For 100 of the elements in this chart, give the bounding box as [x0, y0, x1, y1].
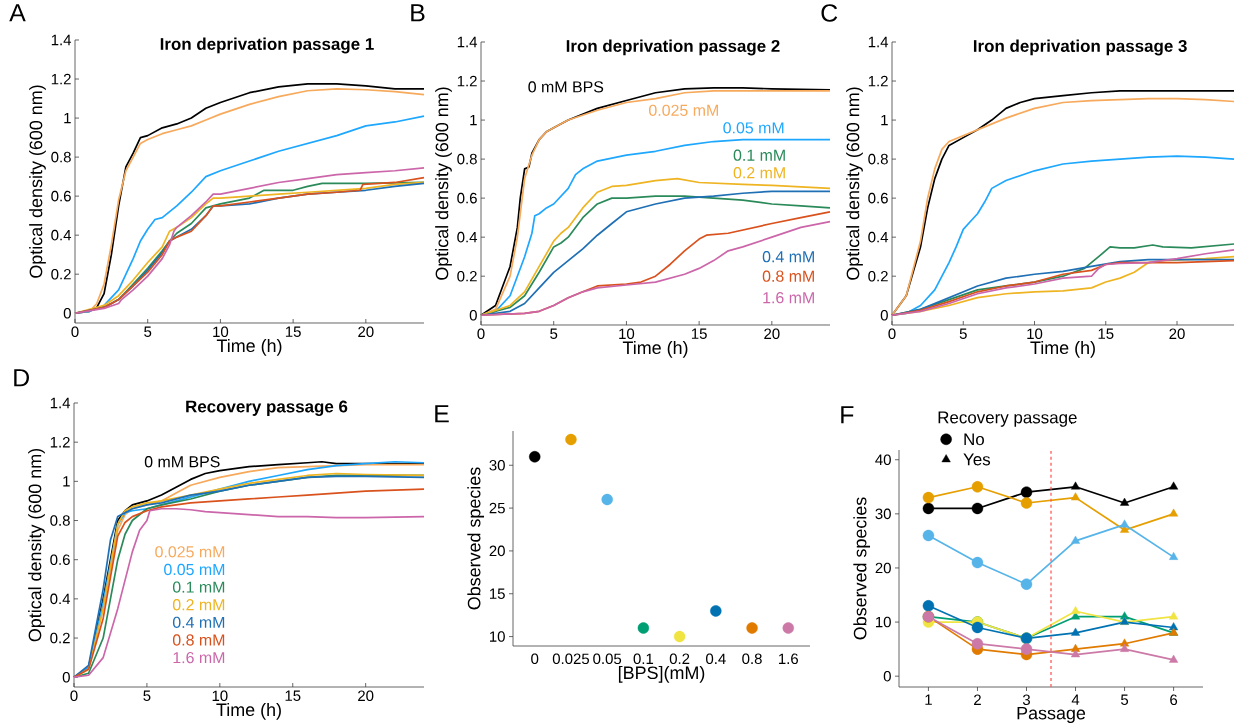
- x-tick-label: 10: [212, 690, 228, 702]
- y-tick-label: 1.4: [50, 397, 71, 409]
- y-tick-label: 0.2: [50, 632, 70, 644]
- y-tick-label: 0.8: [457, 153, 477, 165]
- y-tick-label: 20: [875, 562, 891, 574]
- y-tick-label: 10: [876, 616, 891, 628]
- legend-title: Recovery passage: [938, 411, 1077, 427]
- y-tick-label: 1: [64, 112, 71, 124]
- x-tick-label: 20: [358, 690, 374, 702]
- series-label: 0 mM BPS: [528, 81, 604, 93]
- y-tick-label: 0.8: [868, 153, 888, 165]
- y-tick-label: 30: [875, 508, 891, 520]
- x-tick-label: 0.05: [593, 653, 622, 665]
- y-tick-label: 10: [490, 631, 505, 642]
- legend-label: No: [964, 433, 984, 446]
- y-tick-label: 30: [489, 459, 505, 471]
- x-tick-label: 20: [1169, 328, 1185, 340]
- y-tick-label: 0: [469, 309, 477, 321]
- text: 0.1 mM: [733, 149, 785, 161]
- x-tick-label: 0.2: [669, 653, 690, 665]
- y-axis-title: Optical density (600 nm): [435, 87, 452, 280]
- y-tick-label: 0.4: [51, 229, 72, 241]
- x-tick-label: 0.8: [742, 653, 762, 665]
- x-tick-label: 20: [764, 328, 780, 340]
- y-tick-label: 0.6: [50, 554, 70, 565]
- x-tick-label: 2: [974, 694, 981, 705]
- chart-title: Iron deprivation passage 2: [566, 39, 780, 56]
- y-tick-label: 0.4: [868, 231, 889, 243]
- series-label: 0.025 mM: [649, 104, 718, 116]
- x-tick-label: 6: [1170, 694, 1178, 706]
- x-tick-label: 1.6: [779, 653, 798, 665]
- text: A: [9, 4, 26, 22]
- x-tick-label: 15: [285, 690, 301, 701]
- x-axis-title: Time (h): [1030, 340, 1095, 358]
- y-tick-label: 0: [880, 309, 888, 321]
- text: 0.8 mM: [172, 634, 225, 646]
- y-tick-label: 0.2: [868, 270, 888, 282]
- text: 0.8 mM: [762, 270, 814, 282]
- x-tick-label: 10: [619, 328, 635, 340]
- y-tick-label: 0.2: [457, 270, 477, 282]
- x-tick-label: 5: [144, 326, 152, 337]
- text: D: [14, 369, 29, 387]
- x-tick-label: 4: [1071, 694, 1080, 705]
- y-tick-label: 0.2: [51, 268, 71, 280]
- x-tick-label: 10: [1027, 328, 1043, 340]
- x-tick-label: 0.025: [552, 653, 590, 665]
- y-tick-label: 40: [875, 454, 891, 466]
- x-tick-label: 5: [1121, 694, 1129, 705]
- y-axis-title: Optical density (600 nm): [29, 85, 46, 278]
- text: 0.2 mM: [172, 599, 225, 611]
- x-axis-title: Passage: [1017, 706, 1086, 723]
- y-axis-title: Optical density (600 nm): [28, 448, 45, 642]
- chart-title: Iron deprivation passage 1: [160, 37, 374, 54]
- y-tick-label: 1.2: [50, 436, 70, 448]
- text: 0.4 mM: [172, 616, 225, 629]
- y-axis-title: Observed species: [853, 497, 871, 640]
- y-tick-label: 0.8: [51, 151, 71, 163]
- chart-title: Recovery passage 6: [186, 400, 348, 416]
- x-tick-label: 3: [1022, 694, 1030, 706]
- y-tick-label: 1.2: [868, 75, 888, 87]
- text: 0.025 mM: [155, 546, 225, 558]
- y-tick-label: 0: [883, 670, 891, 682]
- x-tick-label: 15: [285, 326, 301, 337]
- x-tick-label: 5: [143, 690, 151, 701]
- text: F: [841, 406, 854, 424]
- text: C: [821, 4, 838, 22]
- series-label: 0.2 mM: [733, 167, 785, 179]
- y-tick-label: 0.6: [51, 190, 71, 202]
- x-tick-label: 15: [1098, 328, 1114, 339]
- x-tick-label: 0: [531, 653, 539, 665]
- text: 0.4 mM: [762, 251, 814, 263]
- x-axis-title: [BPS](mM): [618, 665, 705, 683]
- y-tick-label: 1: [63, 476, 70, 487]
- text: 0.05 mM: [164, 563, 225, 576]
- x-tick-label: 0.1: [633, 653, 654, 665]
- y-tick-label: 1.4: [51, 34, 72, 46]
- y-tick-label: 1.2: [51, 73, 71, 85]
- y-tick-label: 1.4: [868, 36, 889, 48]
- text: 1.6 mM: [763, 292, 814, 304]
- x-axis-title: Time (h): [216, 338, 282, 356]
- y-tick-label: 20: [489, 545, 505, 557]
- x-tick-label: 5: [550, 328, 558, 339]
- text: E: [435, 405, 449, 423]
- text: 1.6 mM: [173, 651, 225, 664]
- text: B: [411, 4, 425, 22]
- y-tick-label: 1: [470, 114, 477, 126]
- y-tick-label: 0.8: [50, 515, 70, 526]
- y-axis-title: Observed species: [467, 467, 485, 610]
- y-tick-label: 0.4: [50, 593, 71, 605]
- chart-title: Iron deprivation passage 3: [973, 39, 1187, 56]
- series-label: 0 mM BPS: [144, 456, 220, 468]
- y-tick-label: 0.6: [868, 192, 888, 204]
- series-label: 0.05 mM: [723, 122, 784, 134]
- y-tick-label: 15: [490, 588, 505, 599]
- legend-label: Yes: [963, 453, 991, 466]
- y-tick-label: 0: [63, 307, 71, 319]
- y-tick-label: 1.4: [457, 36, 478, 48]
- x-tick-label: 10: [213, 326, 229, 338]
- x-tick-label: 20: [358, 326, 374, 338]
- x-axis-title: Time (h): [216, 702, 281, 720]
